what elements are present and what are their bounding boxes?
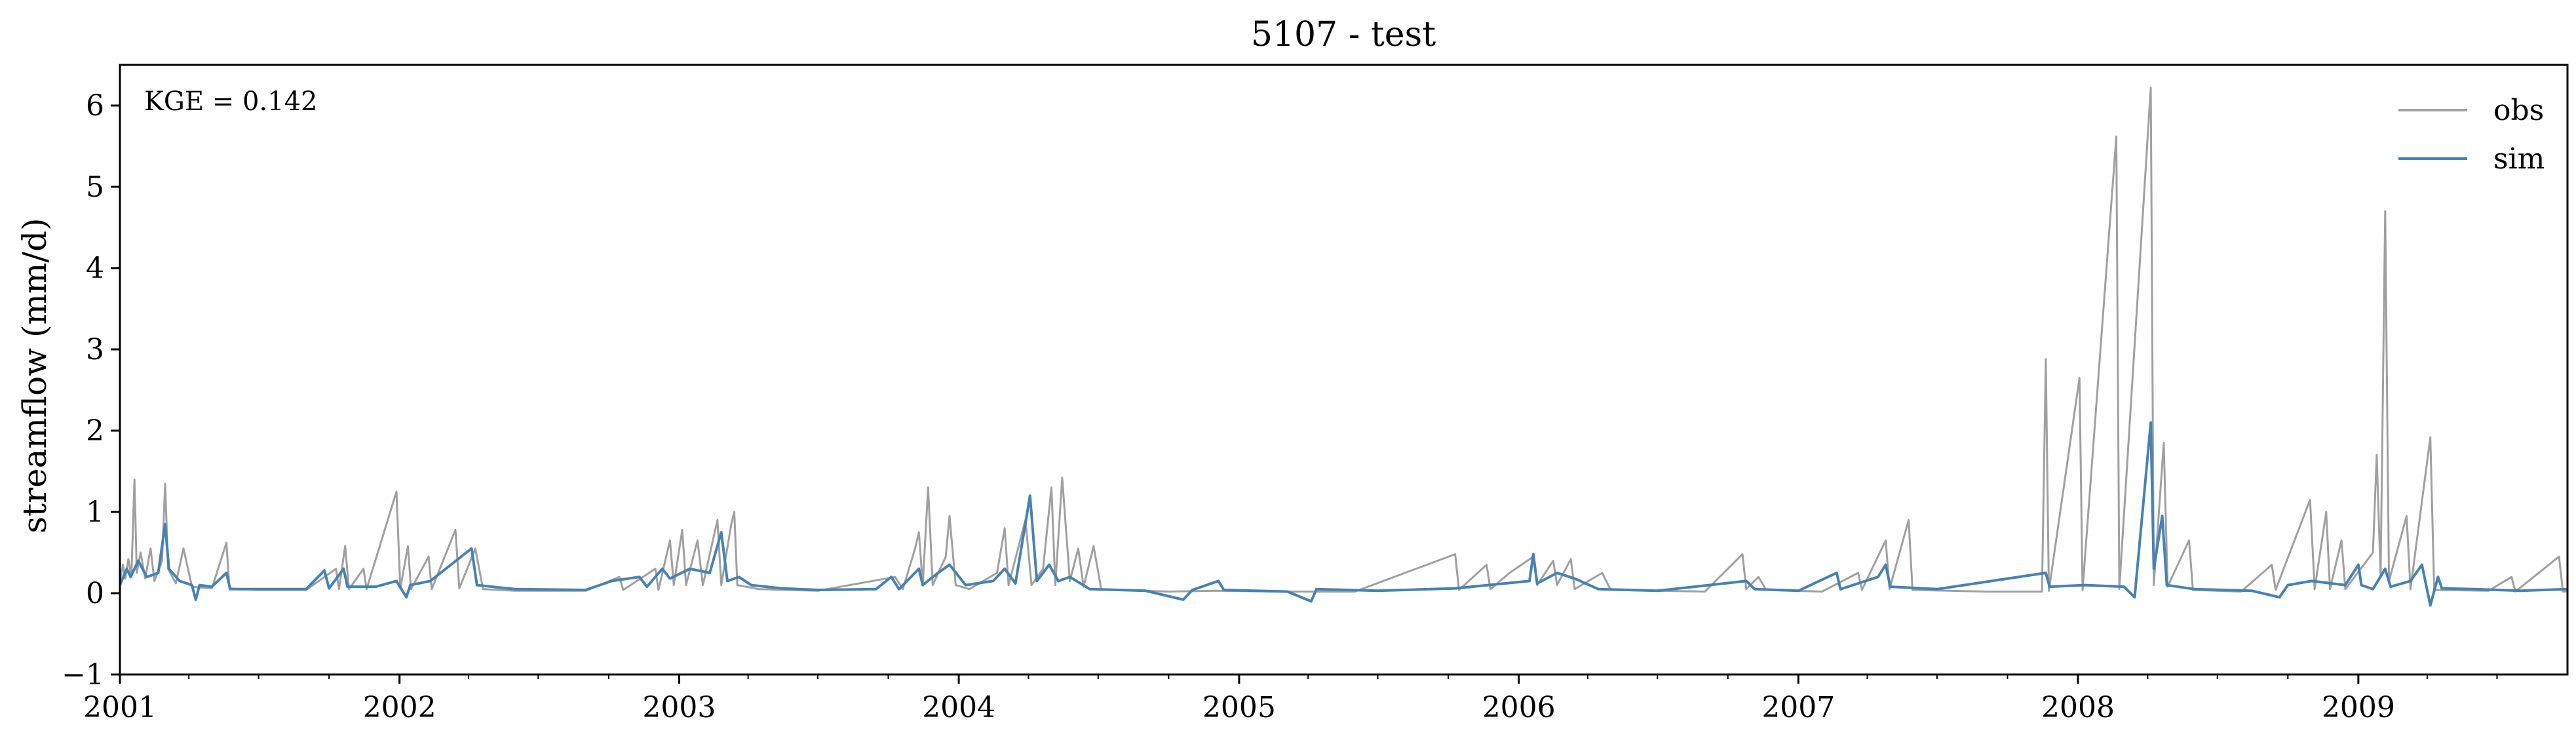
y-tick-label: 5 [86, 170, 104, 204]
x-tick-label: 2005 [1202, 691, 1276, 724]
legend-label-sim: sim [2493, 142, 2545, 176]
x-tick-label: 2006 [1482, 691, 1556, 724]
x-tick-label: 2009 [2322, 691, 2395, 724]
y-tick-label: 4 [86, 252, 104, 285]
y-axis-label: streamflow (mm/d) [16, 218, 54, 533]
x-tick-label: 2002 [363, 691, 436, 724]
series-line-obs [119, 87, 2567, 593]
chart-title: 5107 - test [1251, 15, 1436, 54]
x-tick-label: 2001 [83, 691, 157, 724]
plot-frame [119, 64, 2569, 676]
y-tick-label: 2 [86, 414, 104, 448]
y-axis: −1 0 1 2 3 4 5 6 [62, 89, 120, 692]
x-tick-label: 2003 [642, 691, 716, 724]
x-axis: 2001 2002 2003 2004 2005 2006 2007 2008 2009 [83, 674, 2498, 724]
plot-area [119, 87, 2568, 607]
x-tick-label: 2007 [1761, 691, 1835, 724]
series-line-sim [119, 421, 2568, 607]
x-tick-label: 2008 [2041, 691, 2115, 724]
legend: obs sim [2398, 94, 2545, 176]
y-tick-label: −1 [62, 658, 104, 692]
legend-label-obs: obs [2493, 94, 2544, 127]
y-tick-label: 1 [86, 496, 104, 529]
x-tick-label: 2004 [922, 691, 995, 724]
kge-annotation: KGE = 0.142 [144, 87, 318, 117]
y-tick-label: 0 [86, 577, 104, 610]
y-tick-label: 6 [86, 89, 104, 123]
y-tick-label: 3 [86, 333, 104, 366]
